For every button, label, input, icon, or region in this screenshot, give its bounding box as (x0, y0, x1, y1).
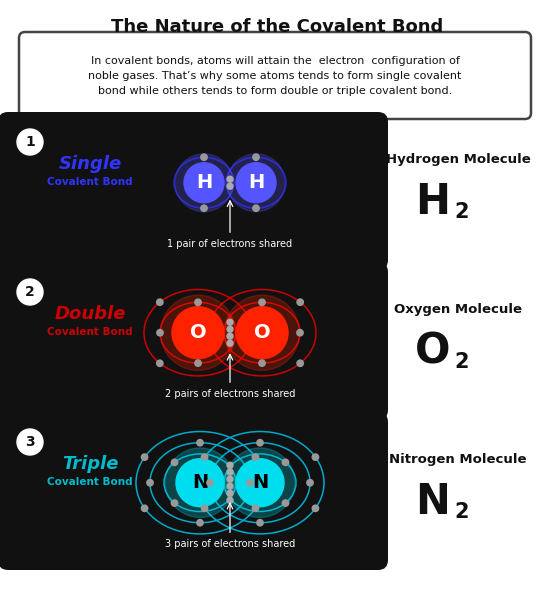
Circle shape (17, 129, 43, 155)
Circle shape (227, 497, 233, 503)
Circle shape (197, 520, 203, 526)
Circle shape (201, 205, 207, 211)
Text: Covalent Bond: Covalent Bond (47, 477, 133, 487)
Circle shape (207, 479, 213, 486)
Text: N: N (252, 473, 268, 492)
Text: H: H (415, 181, 450, 223)
Circle shape (227, 183, 233, 189)
Text: O: O (415, 331, 450, 373)
FancyBboxPatch shape (19, 32, 531, 119)
Text: 3: 3 (25, 435, 35, 449)
Text: Single: Single (58, 155, 122, 173)
Text: Oxygen Molecule: Oxygen Molecule (394, 304, 522, 317)
Circle shape (297, 299, 304, 305)
Circle shape (160, 295, 236, 370)
Circle shape (201, 505, 208, 512)
Text: In covalent bonds, atoms will attain the  electron  configuration of
noble gases: In covalent bonds, atoms will attain the… (88, 56, 462, 96)
Circle shape (142, 454, 148, 460)
Circle shape (142, 505, 148, 512)
Circle shape (312, 454, 319, 460)
Circle shape (227, 340, 233, 346)
Circle shape (176, 459, 224, 507)
Text: 2 pairs of electrons shared: 2 pairs of electrons shared (165, 389, 295, 399)
Text: Triple: Triple (62, 455, 118, 473)
Text: Nitrogen Molecule: Nitrogen Molecule (389, 454, 527, 467)
Text: 2: 2 (454, 502, 468, 522)
Circle shape (227, 462, 233, 468)
Text: 1: 1 (25, 135, 35, 149)
Circle shape (227, 469, 233, 475)
Text: 2: 2 (454, 352, 468, 372)
Circle shape (172, 307, 224, 359)
Circle shape (259, 299, 265, 305)
Circle shape (201, 454, 208, 460)
Text: O: O (254, 323, 270, 342)
Circle shape (227, 154, 285, 212)
Text: Covalent Bond: Covalent Bond (47, 177, 133, 187)
Circle shape (252, 505, 259, 512)
Circle shape (227, 490, 233, 496)
Text: Hydrogen Molecule: Hydrogen Molecule (386, 154, 531, 166)
Circle shape (227, 476, 233, 482)
Circle shape (297, 329, 303, 336)
Circle shape (227, 333, 233, 339)
Circle shape (195, 299, 201, 305)
Text: N: N (415, 481, 450, 523)
Text: H: H (196, 173, 212, 192)
Text: 2: 2 (454, 202, 468, 222)
Circle shape (252, 454, 259, 460)
Text: Double: Double (54, 305, 126, 323)
Circle shape (184, 163, 224, 203)
Circle shape (257, 520, 263, 526)
Circle shape (297, 360, 304, 367)
Circle shape (307, 479, 313, 486)
Text: 3 pairs of electrons shared: 3 pairs of electrons shared (165, 539, 295, 549)
Circle shape (197, 440, 203, 446)
Circle shape (259, 360, 265, 367)
Text: The Nature of the Covalent Bond: The Nature of the Covalent Bond (111, 18, 443, 36)
Circle shape (201, 154, 207, 160)
Circle shape (257, 440, 263, 446)
Text: 2: 2 (25, 285, 35, 299)
Circle shape (253, 154, 259, 160)
Circle shape (312, 505, 319, 512)
Text: N: N (192, 473, 208, 492)
FancyBboxPatch shape (0, 262, 388, 420)
Circle shape (17, 429, 43, 455)
Text: H: H (248, 173, 264, 192)
Circle shape (236, 163, 276, 203)
Circle shape (171, 500, 178, 506)
Circle shape (157, 360, 163, 367)
Circle shape (157, 299, 163, 305)
Circle shape (195, 360, 201, 367)
Circle shape (224, 295, 300, 370)
Circle shape (157, 329, 163, 336)
Circle shape (227, 326, 233, 332)
Circle shape (227, 319, 233, 325)
Circle shape (282, 500, 289, 506)
Circle shape (247, 479, 253, 486)
Circle shape (147, 479, 153, 486)
Circle shape (227, 176, 233, 182)
FancyBboxPatch shape (0, 412, 388, 570)
FancyBboxPatch shape (0, 112, 388, 270)
Circle shape (236, 307, 288, 359)
Circle shape (282, 459, 289, 466)
Circle shape (17, 279, 43, 305)
Text: 1 pair of electrons shared: 1 pair of electrons shared (168, 239, 292, 249)
Circle shape (253, 205, 259, 211)
Circle shape (171, 459, 178, 466)
Text: Covalent Bond: Covalent Bond (47, 327, 133, 337)
Circle shape (175, 154, 233, 212)
Circle shape (165, 448, 235, 518)
Circle shape (236, 459, 284, 507)
Circle shape (227, 483, 233, 489)
Circle shape (225, 448, 295, 518)
Text: O: O (190, 323, 206, 342)
